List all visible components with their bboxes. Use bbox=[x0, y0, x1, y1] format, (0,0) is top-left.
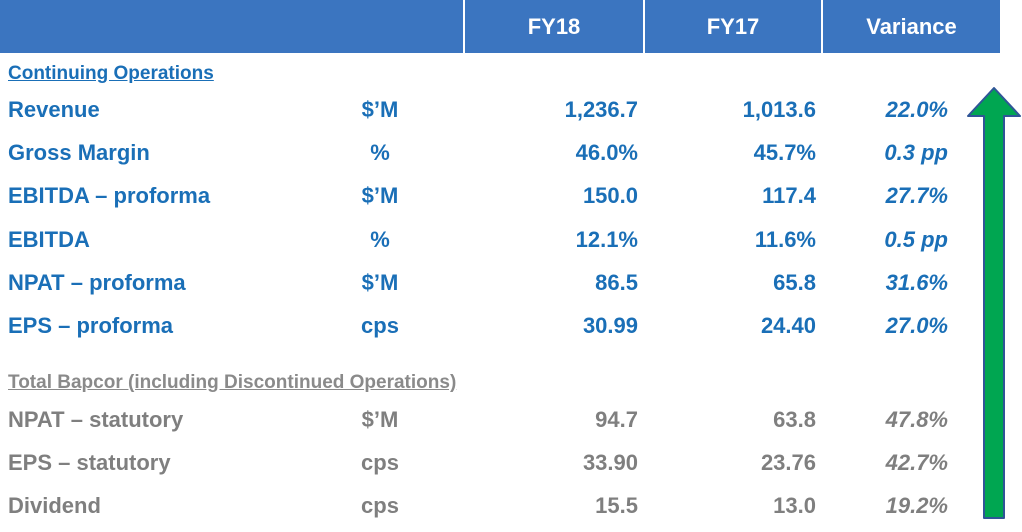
row-fy18: 12.1% bbox=[575, 227, 638, 252]
table-row: EPS – statutory cps 33.90 23.76 42.7% bbox=[0, 450, 1000, 480]
row-fy17: 1,013.6 bbox=[742, 97, 816, 122]
row-fy18: 33.90 bbox=[582, 450, 638, 475]
row-unit: $’M bbox=[361, 183, 399, 208]
table-row: Revenue $’M 1,236.7 1,013.6 22.0% bbox=[0, 97, 1000, 127]
row-fy17: 11.6% bbox=[754, 227, 816, 252]
row-fy18: 30.99 bbox=[582, 313, 638, 338]
row-unit: % bbox=[370, 140, 390, 165]
row-unit: % bbox=[370, 227, 390, 252]
row-label: EPS – statutory bbox=[8, 450, 171, 475]
row-variance: 31.6% bbox=[885, 270, 948, 295]
row-fy18: 150.0 bbox=[582, 183, 638, 208]
row-variance: 0.3 pp bbox=[884, 140, 948, 165]
row-label: EBITDA bbox=[8, 227, 90, 252]
header-variance: Variance bbox=[823, 0, 1000, 53]
row-variance: 22.0% bbox=[885, 97, 948, 122]
table-row: EBITDA % 12.1% 11.6% 0.5 pp bbox=[0, 227, 1000, 257]
row-fy17: 117.4 bbox=[762, 183, 816, 208]
table-row: NPAT – proforma $’M 86.5 65.8 31.6% bbox=[0, 270, 1000, 300]
row-label: EBITDA – proforma bbox=[8, 183, 211, 208]
row-variance: 47.8% bbox=[885, 407, 948, 432]
row-fy18: 86.5 bbox=[595, 270, 638, 295]
section-title-total: Total Bapcor (including Discontinued Ope… bbox=[8, 372, 457, 393]
row-variance: 0.5 pp bbox=[884, 227, 948, 252]
row-variance: 27.7% bbox=[885, 183, 948, 208]
row-unit: $’M bbox=[361, 97, 399, 122]
row-variance: 42.7% bbox=[885, 450, 948, 475]
row-unit: $’M bbox=[361, 407, 399, 432]
header-fy17: FY17 bbox=[645, 0, 821, 53]
row-fy18: 15.5 bbox=[595, 493, 638, 518]
row-unit: cps bbox=[361, 493, 399, 518]
row-unit: cps bbox=[361, 450, 399, 475]
row-label: NPAT – statutory bbox=[8, 407, 184, 432]
row-fy17: 63.8 bbox=[773, 407, 816, 432]
row-fy18: 1,236.7 bbox=[564, 97, 638, 122]
row-fy17: 65.8 bbox=[773, 270, 816, 295]
row-label: Revenue bbox=[8, 97, 100, 122]
row-variance: 27.0% bbox=[885, 313, 948, 338]
row-unit: $’M bbox=[361, 270, 399, 295]
row-fy17: 45.7% bbox=[753, 140, 816, 165]
section-title-continuing: Continuing Operations bbox=[8, 63, 214, 84]
table-row: Dividend cps 15.5 13.0 19.2% bbox=[0, 493, 1000, 523]
row-label: Gross Margin bbox=[8, 140, 150, 165]
row-label: EPS – proforma bbox=[8, 313, 174, 338]
row-label: Dividend bbox=[8, 493, 101, 518]
row-variance: 19.2% bbox=[885, 493, 948, 518]
header-blank-cell bbox=[0, 0, 463, 53]
up-arrow-icon bbox=[967, 87, 1021, 519]
row-fy17: 13.0 bbox=[773, 493, 816, 518]
header-fy18: FY18 bbox=[465, 0, 643, 53]
table-row: Gross Margin % 46.0% 45.7% 0.3 pp bbox=[0, 140, 1000, 170]
table-row: NPAT – statutory $’M 94.7 63.8 47.8% bbox=[0, 407, 1000, 437]
row-fy18: 94.7 bbox=[595, 407, 638, 432]
table-row: EPS – proforma cps 30.99 24.40 27.0% bbox=[0, 313, 1000, 343]
row-fy17: 24.40 bbox=[760, 313, 816, 338]
row-label: NPAT – proforma bbox=[8, 270, 186, 295]
table-row: EBITDA – proforma $’M 150.0 117.4 27.7% bbox=[0, 183, 1000, 213]
row-unit: cps bbox=[361, 313, 399, 338]
row-fy17: 23.76 bbox=[760, 450, 816, 475]
row-fy18: 46.0% bbox=[575, 140, 638, 165]
